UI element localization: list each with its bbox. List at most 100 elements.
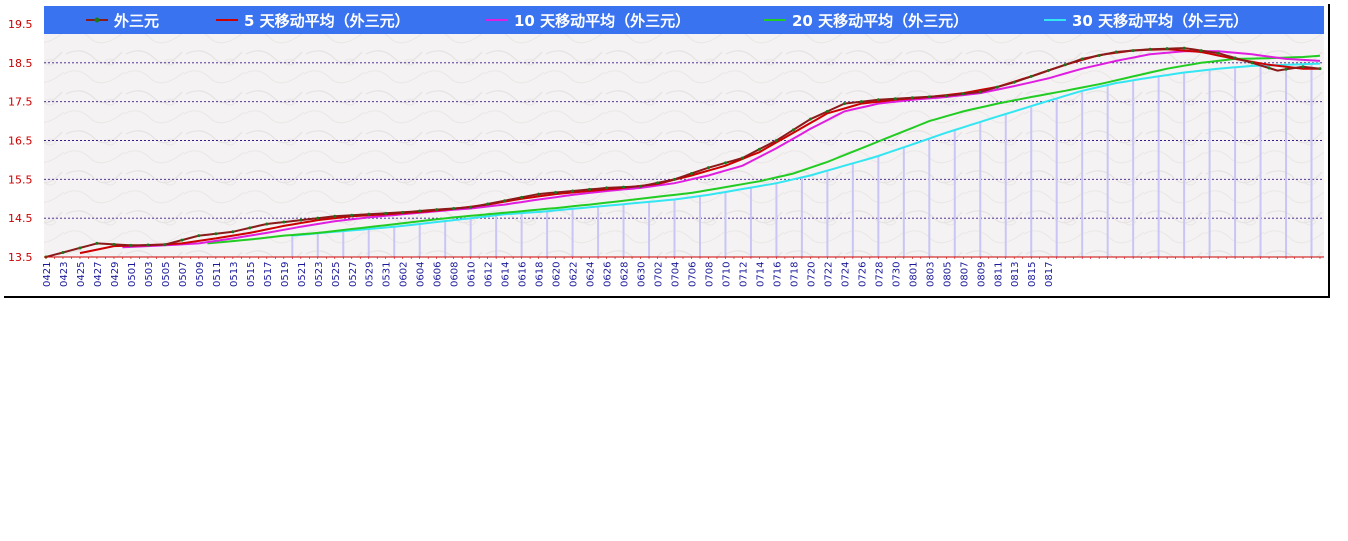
data-point: [961, 92, 965, 96]
data-point: [927, 95, 931, 99]
data-point: [876, 98, 880, 102]
x-tick-label: 0801: [908, 262, 919, 287]
data-point: [944, 94, 948, 98]
x-tick-label: 0624: [586, 262, 597, 287]
data-point: [180, 238, 184, 242]
data-point: [95, 241, 99, 245]
x-tick-label: 0704: [671, 262, 682, 287]
data-point: [316, 216, 320, 220]
data-point: [520, 195, 524, 199]
legend-label: 外三元: [113, 12, 159, 30]
x-tick-label: 0809: [976, 262, 987, 287]
data-point: [435, 208, 439, 212]
data-point: [537, 192, 541, 196]
data-point: [1199, 49, 1203, 53]
data-point: [1182, 46, 1186, 50]
x-tick-label: 0630: [637, 262, 648, 287]
x-tick-label: 0614: [501, 262, 512, 287]
data-point: [1012, 80, 1016, 84]
x-tick-label: 0714: [755, 262, 766, 287]
legend-label: 20 天移动平均（外三元）: [792, 12, 968, 30]
x-tick-label: 0505: [161, 262, 172, 287]
x-tick-label: 0513: [229, 262, 240, 287]
data-point: [1301, 65, 1305, 69]
data-point: [706, 166, 710, 170]
data-point: [282, 220, 286, 224]
data-point: [1148, 47, 1152, 51]
x-tick-label: 0608: [450, 262, 461, 287]
legend-label: 5 天移动平均（外三元）: [244, 12, 410, 30]
legend: 外三元 5 天移动平均（外三元） 10 天移动平均（外三元） 20 天移动平均（外三元…: [86, 12, 1248, 30]
x-tick-label: 0527: [348, 262, 359, 287]
data-point: [299, 218, 303, 222]
y-tick-label: 16.5: [8, 135, 33, 148]
x-tick-label: 0515: [246, 262, 257, 287]
x-tick-label: 0805: [942, 262, 953, 287]
x-tick-label: 0610: [467, 262, 478, 287]
y-tick-label: 15.5: [8, 173, 33, 186]
data-point: [78, 246, 82, 250]
data-point: [588, 187, 592, 191]
data-point: [1250, 61, 1254, 65]
legend-label: 30 天移动平均（外三元）: [1072, 12, 1248, 30]
data-point: [689, 172, 693, 176]
data-point: [605, 186, 609, 190]
data-point: [774, 139, 778, 142]
data-point: [112, 242, 116, 246]
x-tick-label: 0620: [552, 262, 563, 287]
data-point: [1233, 56, 1237, 60]
bar-layer: [291, 63, 1313, 257]
x-tick-label: 0807: [959, 262, 970, 287]
data-point: [1216, 51, 1220, 55]
data-point: [248, 226, 252, 230]
grid-layer: [44, 62, 1324, 219]
data-point: [1318, 67, 1322, 71]
data-point: [554, 191, 558, 195]
x-tick-label: 0503: [144, 262, 155, 287]
series-line: [292, 62, 1321, 237]
data-point: [978, 90, 982, 94]
x-tick-label: 0712: [738, 262, 749, 287]
x-tick-label: 0423: [59, 262, 70, 287]
data-point: [1097, 53, 1101, 57]
data-point: [214, 232, 218, 236]
x-tick-label: 0519: [280, 262, 291, 287]
data-point: [1046, 69, 1050, 73]
data-point: [61, 250, 65, 254]
data-point: [995, 85, 999, 89]
series-layer: [44, 46, 1322, 259]
data-point: [197, 234, 201, 238]
x-tick-label: 0517: [263, 262, 274, 287]
x-tick-label: 0720: [806, 262, 817, 287]
x-tick-label: 0429: [110, 262, 121, 287]
x-tick-label: 0523: [314, 262, 325, 287]
legend-marker: [94, 17, 100, 23]
x-tick-label: 0425: [76, 262, 87, 287]
x-tick-label: 0421: [42, 262, 53, 287]
data-point: [265, 222, 269, 226]
x-tick-label: 0724: [840, 262, 851, 287]
data-point: [418, 209, 422, 213]
y-tick-label: 17.5: [8, 96, 33, 109]
data-point: [129, 243, 133, 247]
data-point: [791, 128, 795, 132]
data-point: [1165, 47, 1169, 51]
data-point: [452, 206, 456, 210]
data-point: [639, 184, 643, 188]
data-point: [163, 243, 167, 247]
x-tick-label: 0612: [484, 262, 495, 287]
y-tick-label: 18.5: [8, 57, 33, 70]
data-point: [1080, 57, 1084, 61]
series-line: [207, 54, 1321, 245]
x-tick-label: 0606: [433, 262, 444, 287]
data-point: [673, 177, 677, 181]
x-tick-label: 0525: [331, 262, 342, 287]
plot-background: [44, 6, 1324, 257]
data-point: [859, 100, 863, 104]
series-line: [122, 50, 1321, 249]
x-tick-label: 0501: [127, 262, 138, 287]
y-tick-label: 13.5: [8, 251, 33, 264]
data-point: [1131, 49, 1135, 53]
data-point: [401, 210, 405, 214]
data-point: [503, 199, 507, 203]
